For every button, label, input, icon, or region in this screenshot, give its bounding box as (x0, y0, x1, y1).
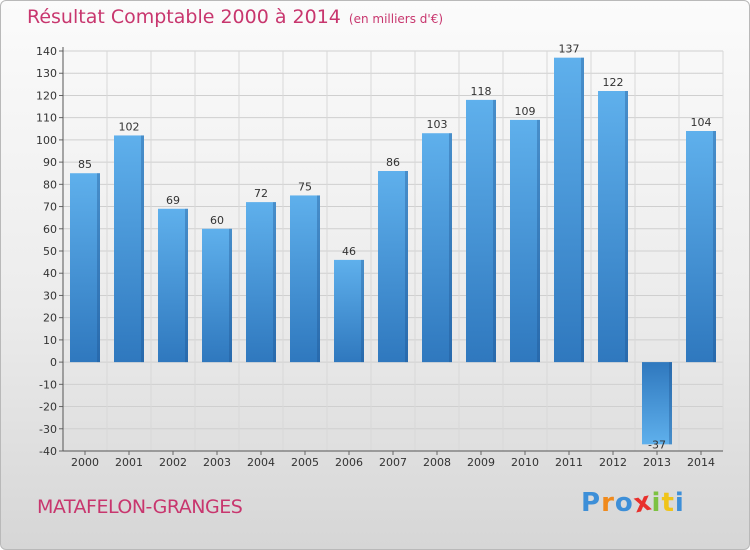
x-tick-label: 2001 (115, 456, 143, 469)
bar (422, 133, 452, 363)
x-tick-label: 2003 (203, 456, 231, 469)
proxiti-logo[interactable]: Proxiti (581, 486, 685, 519)
bar (554, 57, 584, 363)
y-tick-label: 80 (43, 178, 57, 191)
bar-shade (317, 195, 320, 363)
bar (686, 131, 716, 363)
logo-letter: o (614, 488, 634, 518)
y-tick-label: -30 (39, 423, 57, 436)
bar (70, 173, 100, 363)
x-tick-label: 2005 (291, 456, 319, 469)
y-tick-label: 120 (36, 89, 57, 102)
logo-letter: r (601, 488, 615, 518)
bar (114, 135, 144, 363)
x-tick-label: 2004 (247, 456, 275, 469)
x-tick-label: 2002 (159, 456, 187, 469)
chart-title-block: Résultat Comptable 2000 à 2014 (en millie… (27, 6, 443, 28)
logo-letter: P (581, 488, 602, 518)
value-label: 104 (691, 116, 712, 129)
y-tick-label: 60 (43, 223, 57, 236)
logo-letter: t (661, 488, 675, 518)
value-label: 102 (119, 120, 140, 133)
bar (202, 228, 232, 363)
bar (598, 91, 628, 363)
bar-shade (229, 228, 232, 363)
bar (642, 362, 672, 445)
value-label: 85 (78, 158, 92, 171)
bar-shade (185, 208, 188, 363)
bar (246, 202, 276, 363)
y-tick-label: 0 (50, 356, 57, 369)
bar-shade (537, 119, 540, 363)
x-tick-label: 2008 (423, 456, 451, 469)
axes: -40 -30 -20 -10 0 10 20 30 40 50 60 70 80 90 100 110 120… (36, 45, 723, 469)
value-label: 69 (166, 194, 180, 207)
y-tick-label: -10 (39, 378, 57, 391)
value-label: 103 (427, 118, 448, 131)
value-label: 122 (603, 76, 624, 89)
y-tick-label: 30 (43, 289, 57, 302)
bar (466, 99, 496, 363)
x-tick-label: 2013 (643, 456, 671, 469)
x-tick-label: 2012 (599, 456, 627, 469)
y-tick-label: 40 (43, 267, 57, 280)
x-tick-label: 2000 (71, 456, 99, 469)
x-tick-label: 2010 (511, 456, 539, 469)
chart-subtitle: (en milliers d'€) (348, 12, 444, 26)
bars (70, 57, 716, 445)
bar-shade (273, 202, 276, 363)
y-tick-label: 100 (36, 134, 57, 147)
bar-shade (361, 259, 364, 363)
y-tick-label: 70 (43, 201, 57, 214)
bar-shade (97, 173, 100, 363)
bar-shade (449, 133, 452, 363)
x-tick-label: 2014 (687, 456, 715, 469)
bar (290, 195, 320, 363)
place-name: MATAFELON-GRANGES (37, 496, 243, 518)
bar-shade (581, 57, 584, 363)
x-tick-label: 2009 (467, 456, 495, 469)
y-tick-label: 110 (36, 112, 57, 125)
bar (334, 259, 364, 363)
x-tick-label: 2006 (335, 456, 363, 469)
value-label: -37 (648, 438, 666, 451)
bar-shade (669, 362, 672, 445)
chart-title: Résultat Comptable 2000 à 2014 (27, 6, 341, 28)
bar-shade (713, 131, 716, 363)
bar-shade (141, 135, 144, 363)
y-tick-label: 20 (43, 312, 57, 325)
y-tick-label: 90 (43, 156, 57, 169)
value-label: 60 (210, 214, 224, 227)
y-tick-label: -40 (39, 445, 57, 458)
value-label: 72 (254, 187, 268, 200)
y-tick-label: 50 (43, 245, 57, 258)
value-label: 137 (559, 43, 580, 56)
bar (158, 208, 188, 363)
value-label: 109 (515, 105, 536, 118)
bar-shade (493, 99, 496, 363)
logo-letter: i (674, 488, 685, 518)
value-label: 46 (342, 245, 356, 258)
logo-letter: i (651, 488, 662, 518)
y-tick-label: 130 (36, 67, 57, 80)
x-tick-label: 2007 (379, 456, 407, 469)
value-label: 75 (298, 180, 312, 193)
x-tick-label: 2011 (555, 456, 583, 469)
y-tick-label: 140 (36, 45, 57, 58)
bar (510, 119, 540, 363)
value-label: 118 (471, 85, 492, 98)
y-tick-label: 10 (43, 334, 57, 347)
value-label: 86 (386, 156, 400, 169)
bar (378, 171, 408, 363)
bar-shade (405, 171, 408, 363)
y-tick-label: -20 (39, 401, 57, 414)
bar-shade (625, 91, 628, 363)
value-labels: 85 102 69 60 72 75 46 86 103 118 109 137 122 -37 104 (78, 43, 712, 452)
